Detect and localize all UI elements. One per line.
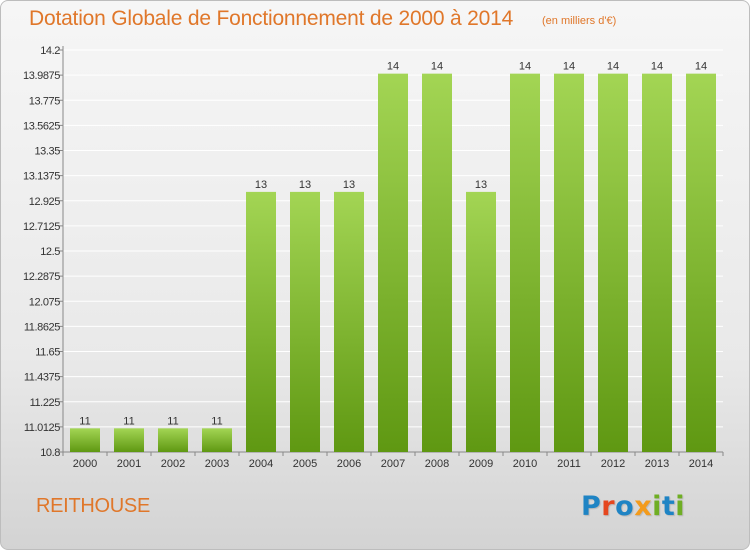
x-tick-label-2007: 2007 (381, 458, 405, 470)
data-label-2001: 11 (123, 415, 134, 427)
proxiti-logo: Proxiti (581, 491, 685, 522)
logo-letter: i (675, 491, 686, 522)
y-tick-label: 12.2875 (23, 271, 60, 283)
data-label-2009: 13 (475, 179, 487, 191)
x-tick-label-2008: 2008 (425, 458, 449, 470)
data-label-2000: 11 (79, 415, 90, 427)
y-tick-label: 13.9875 (23, 70, 60, 82)
y-tick-label: 13.775 (29, 95, 61, 107)
x-tick-label-2000: 2000 (73, 458, 97, 470)
data-label-2002: 11 (167, 415, 178, 427)
logo-letter: r (601, 491, 616, 522)
y-tick-label: 11.8625 (24, 321, 60, 333)
data-label-2006: 13 (343, 179, 355, 191)
y-tick-label: 10.8 (40, 447, 60, 459)
logo-letter: P (581, 491, 602, 522)
bar-2010 (510, 73, 540, 452)
data-label-2008: 14 (431, 61, 443, 73)
y-tick-label: 12.5 (40, 246, 60, 258)
commune-name: REITHOUSE (36, 495, 150, 517)
data-label-2004: 13 (255, 179, 267, 191)
data-label-2007: 14 (387, 61, 399, 73)
x-tick-label-2006: 2006 (337, 458, 361, 470)
logo-letter: x (634, 491, 653, 522)
x-tick-label-2011: 2011 (557, 458, 581, 470)
y-tick-label: 12.7125 (23, 221, 60, 233)
data-label-2012: 14 (607, 61, 619, 73)
x-tick-label-2002: 2002 (161, 458, 185, 470)
y-tick-label: 11.0125 (24, 422, 60, 434)
y-tick-label: 13.1375 (23, 171, 60, 183)
chart-unit: (en milliers d'€) (542, 15, 617, 27)
y-tick-label: 11.65 (35, 347, 60, 359)
x-tick-label-2010: 2010 (513, 458, 537, 470)
y-tick-label: 11.225 (30, 397, 61, 409)
data-label-2003: 11 (211, 415, 222, 427)
y-tick-label: 14.2 (40, 45, 60, 57)
bar-2002 (158, 428, 188, 452)
x-tick-label-2013: 2013 (645, 458, 669, 470)
x-tick-label-2003: 2003 (205, 458, 229, 470)
bar-2011 (554, 73, 584, 452)
y-tick-label: 11.4375 (24, 372, 60, 384)
bar-2006 (334, 191, 364, 452)
logo-letter: t (661, 491, 676, 522)
bar-2012 (598, 73, 628, 452)
x-tick-label-2001: 2001 (117, 458, 141, 470)
y-tick-label: 12.075 (29, 296, 61, 308)
bar-2013 (642, 73, 672, 452)
data-label-2010: 14 (519, 61, 531, 73)
x-tick-label-2005: 2005 (293, 458, 317, 470)
x-tick-label-2009: 2009 (469, 458, 493, 470)
chart-title: Dotation Globale de Fonctionnement de 20… (29, 7, 514, 30)
bar-2000 (70, 428, 100, 452)
x-tick-label-2012: 2012 (601, 458, 625, 470)
x-tick-label-2014: 2014 (689, 458, 713, 470)
logo-letter: i (652, 491, 662, 522)
bar-2014 (686, 73, 716, 452)
bar-2005 (290, 191, 320, 452)
bar-2003 (202, 428, 232, 452)
bar-2008 (422, 73, 452, 452)
y-tick-label: 13.35 (34, 146, 60, 158)
data-label-2011: 14 (563, 61, 575, 73)
bar-2009 (466, 191, 496, 452)
logo-letter: o (615, 491, 635, 522)
data-label-2014: 14 (695, 61, 707, 73)
bar-2007 (378, 73, 408, 452)
data-label-2013: 14 (651, 61, 663, 73)
bar-2001 (114, 428, 144, 452)
data-label-2005: 13 (299, 179, 311, 191)
x-tick-label-2004: 2004 (249, 458, 273, 470)
y-tick-label: 13.5625 (23, 120, 60, 132)
bar-2004 (246, 191, 276, 452)
y-tick-label: 12.925 (29, 196, 61, 208)
